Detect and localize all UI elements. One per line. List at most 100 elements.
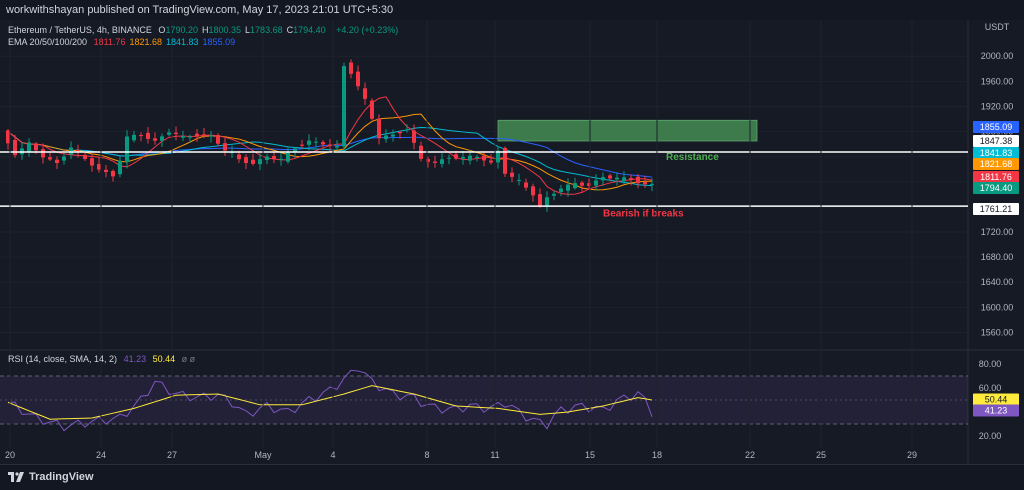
candle-body [251,159,255,164]
candle-body [237,154,241,160]
candle-body [405,129,409,131]
rsi-legend: RSI (14, close, SMA, 14, 2) 41.23 50.44 … [8,354,199,364]
ema-value: 1855.09 [202,37,236,47]
publisher-header: workwithshayan published on TradingView.… [0,0,1024,20]
candle-body [384,135,388,140]
candle-body [636,176,640,184]
candle-body [433,161,437,163]
y-tick-label: 1640.00 [981,277,1014,287]
candle-body [286,152,290,162]
candle-body [552,193,556,196]
candle-body [426,158,430,162]
candle-body [461,157,465,159]
price-label: 1811.76 [980,172,1012,182]
y-tick-label: 2000.00 [981,51,1014,61]
x-tick-label: May [254,450,272,460]
candle-body [559,188,563,192]
candle-body [125,136,129,163]
ema-legend: EMA 20/50/100/200 1811.76 1821.68 1841.83 1… [8,37,243,47]
candle-body [377,118,381,139]
ohlc-key-h: H [201,25,209,35]
candle-body [272,156,276,159]
candle-body [244,157,248,163]
x-tick-label: 11 [490,450,499,460]
candle-body [13,139,17,156]
candle-body [216,135,220,144]
candle-body [440,159,444,164]
candle-body [538,194,542,206]
candle-body [622,177,626,182]
rsi-sma-value: 50.44 [152,354,176,364]
x-tick-label: 25 [816,450,826,460]
candle-body [482,155,486,161]
candle-body [356,71,360,87]
chart-annotation: Resistance [666,152,719,163]
candle-body [314,141,318,143]
candle-body [510,172,514,177]
candle-body [349,62,353,74]
candle-body [496,150,500,163]
symbol-name: Ethereum / TetherUS, 4h, BINANCE [8,25,152,35]
candle-body [181,136,185,138]
candle-body [258,159,262,165]
candle-body [524,182,528,188]
currency-label: USDT [985,22,1010,32]
candle-body [489,160,493,163]
candle-body [468,155,472,161]
x-tick-label: 24 [96,450,106,460]
candle-body [41,149,45,158]
ema-value: 1841.83 [166,37,199,47]
resistance-zone [497,119,758,142]
x-tick-label: 15 [585,450,595,460]
candle-body [650,183,654,185]
price-label: 1847.38 [980,136,1013,146]
price-change: +4.20 (+0.23%) [336,25,399,35]
y-tick-label: 1560.00 [981,327,1014,337]
candle-body [447,157,451,159]
rsi-sma-line [7,385,653,420]
candle-body [342,66,346,147]
candle-body [27,142,31,152]
candle-body [580,182,584,186]
price-label-bg [973,121,1019,133]
x-tick-label: 18 [652,450,662,460]
y-tick-label: 1920.00 [981,101,1014,111]
candle-body [601,177,605,181]
candle-body [111,170,115,177]
price-chart[interactable]: 2000.001960.001920.001880.001840.001800.… [0,20,1024,464]
chart-area[interactable]: 2000.001960.001920.001880.001840.001800.… [0,20,1024,464]
chart-annotation: Bearish if breaks [603,208,684,219]
y-tick-label: 1600.00 [981,302,1014,312]
candle-body [328,144,332,146]
tradingview-icon [8,472,24,482]
ohlc-value-c: 1794.40 [293,25,326,35]
x-tick-label: 27 [167,450,177,460]
rsi-tick-label: 80.00 [979,359,1002,369]
y-tick-label: 1720.00 [981,227,1014,237]
price-label: 1794.40 [980,183,1013,193]
candle-body [55,159,59,164]
rsi-tick-label: 60.00 [979,383,1002,393]
ohlc-value-l: 1783.68 [250,25,283,35]
candle-body [279,158,283,160]
rsi-value: 41.23 [123,354,147,364]
candle-body [209,135,213,137]
x-tick-label: 22 [745,450,755,460]
candle-body [503,147,507,174]
ema-value: 1811.76 [93,37,126,47]
ema-label: EMA 20/50/100/200 [8,37,88,47]
tradingview-logo[interactable]: TradingView [8,471,94,483]
rsi-value-label: 41.23 [985,406,1008,416]
candle-body [132,134,136,141]
candle-body [90,158,94,166]
symbol-legend: Ethereum / TetherUS, 4h, BINANCE O1790.2… [8,25,402,35]
candle-body [97,163,101,170]
rsi-tick-label: 20.00 [979,431,1002,441]
candle-body [531,186,535,196]
rsi-sma-label: 50.44 [985,394,1008,404]
ohlc-values: O1790.20 H1800.35 L1783.68 C1794.40 [158,25,329,35]
candle-body [83,154,87,159]
candle-body [321,142,325,145]
candle-body [370,100,374,119]
publisher-line: workwithshayan published on TradingView.… [6,4,394,16]
